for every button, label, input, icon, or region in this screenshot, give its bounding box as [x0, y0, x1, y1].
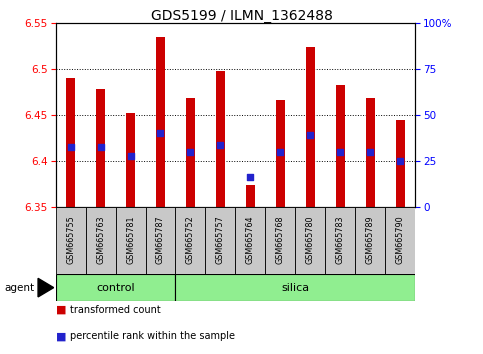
Bar: [175, 274, 415, 301]
Bar: [396, 120, 405, 207]
Text: GSM665780: GSM665780: [306, 215, 315, 264]
Bar: [175, 207, 205, 274]
Polygon shape: [38, 278, 54, 297]
Text: transformed count: transformed count: [70, 305, 161, 315]
Bar: [385, 207, 415, 274]
Bar: [266, 207, 296, 274]
Point: [247, 174, 255, 179]
Text: GSM665781: GSM665781: [126, 215, 135, 264]
Point: [97, 144, 104, 150]
Text: silica: silica: [282, 282, 310, 293]
Text: GSM665790: GSM665790: [396, 215, 405, 264]
Text: GSM665789: GSM665789: [366, 215, 375, 264]
Bar: [56, 207, 85, 274]
Point: [277, 149, 284, 155]
Point: [307, 132, 314, 138]
Bar: [216, 71, 225, 207]
Point: [186, 149, 194, 155]
Text: GSM665783: GSM665783: [336, 215, 345, 264]
Text: agent: agent: [5, 282, 35, 293]
Bar: [127, 113, 135, 207]
Text: ■: ■: [56, 305, 66, 315]
Text: GSM665763: GSM665763: [96, 215, 105, 264]
Point: [367, 149, 374, 155]
Point: [216, 142, 224, 147]
Point: [337, 149, 344, 155]
Bar: [145, 207, 175, 274]
Text: GDS5199 / ILMN_1362488: GDS5199 / ILMN_1362488: [151, 9, 332, 23]
Text: GSM665764: GSM665764: [246, 215, 255, 264]
Text: ■: ■: [56, 331, 66, 341]
Bar: [236, 207, 266, 274]
Bar: [246, 185, 255, 207]
Bar: [296, 207, 326, 274]
Bar: [205, 207, 236, 274]
Bar: [355, 207, 385, 274]
Bar: [85, 207, 115, 274]
Text: percentile rank within the sample: percentile rank within the sample: [70, 331, 235, 341]
Text: GSM665787: GSM665787: [156, 215, 165, 264]
Text: control: control: [96, 282, 135, 293]
Bar: [366, 98, 375, 207]
Bar: [66, 78, 75, 207]
Point: [127, 154, 134, 159]
Bar: [115, 207, 145, 274]
Text: GSM665768: GSM665768: [276, 215, 285, 264]
Bar: [186, 98, 195, 207]
Text: GSM665755: GSM665755: [66, 215, 75, 264]
Point: [67, 144, 74, 150]
Bar: [326, 207, 355, 274]
Bar: [276, 100, 284, 207]
Bar: [96, 89, 105, 207]
Bar: [306, 47, 314, 207]
Bar: [336, 85, 344, 207]
Text: GSM665757: GSM665757: [216, 215, 225, 264]
Point: [397, 158, 404, 164]
Bar: [56, 274, 175, 301]
Bar: [156, 37, 165, 207]
Point: [156, 131, 164, 136]
Text: GSM665752: GSM665752: [186, 215, 195, 264]
